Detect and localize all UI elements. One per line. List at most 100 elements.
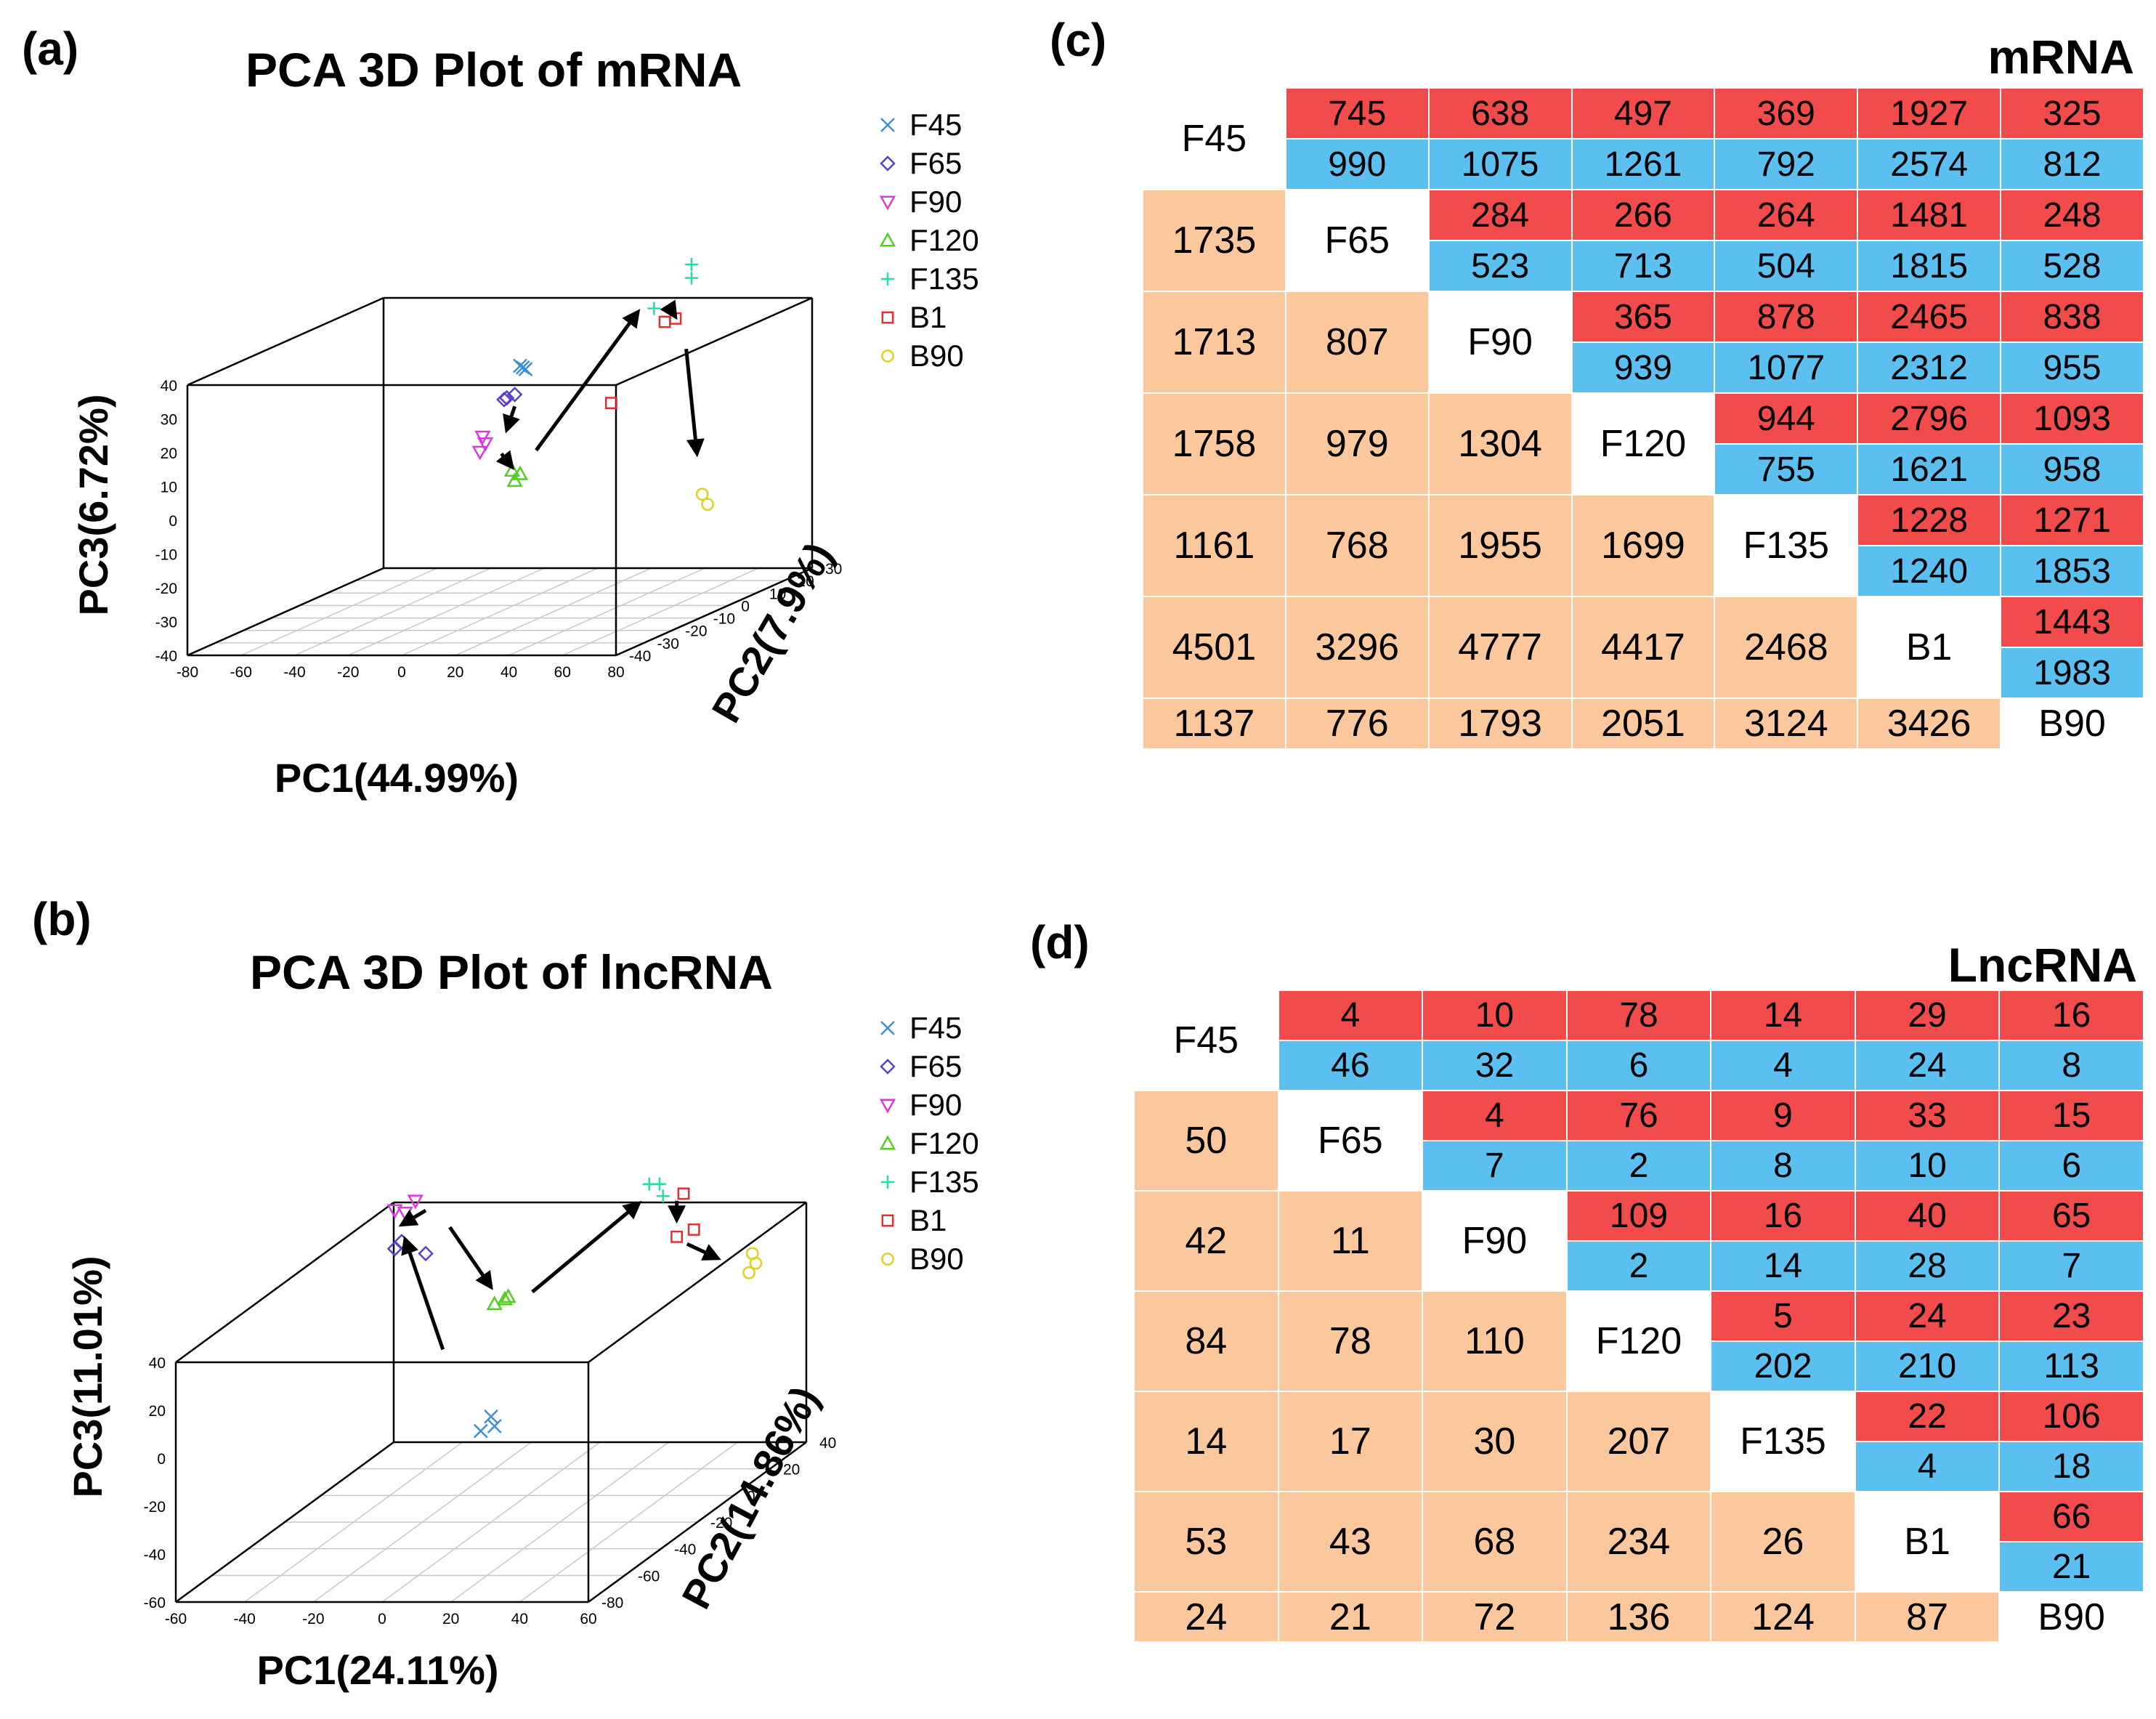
down-count-cell: 4 bbox=[1710, 1040, 1856, 1091]
lower-count-cell: 42 bbox=[1133, 1190, 1279, 1292]
up-count-cell: 76 bbox=[1565, 1090, 1712, 1141]
diagonal-label-f120: F120 bbox=[1565, 1290, 1712, 1392]
diagonal-label-f90: F90 bbox=[1427, 291, 1573, 394]
legend-entry-b90: B90 bbox=[881, 1242, 964, 1276]
lower-count-cell: 68 bbox=[1422, 1491, 1568, 1593]
down-count-cell: 202 bbox=[1710, 1340, 1856, 1392]
point-f135 bbox=[652, 1177, 666, 1191]
legend-label: F135 bbox=[909, 1165, 979, 1199]
y-tick-label: 20 bbox=[797, 573, 814, 590]
point-f45 bbox=[518, 362, 533, 377]
trajectory-arrow bbox=[535, 309, 641, 452]
table-title-lncrna: LncRNA bbox=[1948, 938, 2137, 992]
diagonal-label-b90: B90 bbox=[2000, 697, 2144, 750]
up-count-cell: 369 bbox=[1714, 87, 1859, 139]
up-count-cell: 22 bbox=[1854, 1391, 2001, 1442]
point-b1 bbox=[677, 1187, 690, 1200]
y-tick-label: -80 bbox=[601, 1595, 623, 1611]
point-f120 bbox=[500, 1288, 516, 1303]
table-title-mrna: mRNA bbox=[1987, 30, 2134, 84]
point-b1 bbox=[658, 315, 671, 328]
trajectory-arrow bbox=[684, 349, 705, 458]
legend-entry-f45: F45 bbox=[880, 108, 962, 142]
legend-entry-f120: F120 bbox=[879, 1126, 979, 1160]
legend-label: B90 bbox=[909, 339, 964, 373]
up-count-cell: 1927 bbox=[1857, 87, 2002, 139]
up-count-cell: 365 bbox=[1571, 291, 1716, 343]
box-edge bbox=[615, 296, 813, 387]
z-tick-label: -30 bbox=[155, 615, 177, 631]
up-count-cell: 29 bbox=[1854, 990, 2001, 1041]
down-count-cell: 18 bbox=[1998, 1441, 2144, 1492]
up-count-cell: 40 bbox=[1854, 1190, 2001, 1242]
lower-count-cell: 1955 bbox=[1427, 494, 1573, 597]
y-tick-label: -60 bbox=[638, 1568, 660, 1585]
up-count-cell: 4 bbox=[1422, 1090, 1568, 1141]
lower-count-cell: 11 bbox=[1277, 1190, 1424, 1292]
lower-count-cell: 14 bbox=[1133, 1391, 1279, 1492]
down-count-cell: 46 bbox=[1277, 1040, 1424, 1091]
diagonal-label-b1: B1 bbox=[1854, 1491, 2001, 1593]
point-f65 bbox=[498, 389, 515, 406]
up-count-cell: 78 bbox=[1565, 990, 1712, 1041]
legend-label: F45 bbox=[909, 1011, 962, 1045]
lower-count-cell: 26 bbox=[1710, 1491, 1856, 1593]
lower-count-cell: 136 bbox=[1565, 1591, 1712, 1643]
down-count-cell: 6 bbox=[1565, 1040, 1712, 1091]
y-tick-label: -30 bbox=[657, 636, 679, 652]
lower-count-cell: 110 bbox=[1422, 1290, 1568, 1392]
point-f90 bbox=[407, 1194, 423, 1210]
trajectory-arrow bbox=[660, 299, 678, 320]
lower-count-cell: 1735 bbox=[1142, 189, 1286, 292]
lower-count-cell: 3296 bbox=[1284, 596, 1430, 699]
lower-count-cell: 84 bbox=[1133, 1290, 1279, 1392]
x-axis-title: PC1(24.11%) bbox=[256, 1647, 498, 1693]
legend-label: B1 bbox=[909, 300, 947, 334]
legend-entry-b1: B1 bbox=[881, 1203, 947, 1237]
trajectory-arrow bbox=[531, 1200, 642, 1294]
z-tick-label: -40 bbox=[155, 648, 177, 665]
down-count-cell: 990 bbox=[1284, 138, 1430, 190]
legend-entry-b1: B1 bbox=[881, 300, 947, 334]
down-count-cell: 812 bbox=[2000, 138, 2144, 190]
box-edge bbox=[588, 1201, 807, 1364]
lower-count-cell: 4777 bbox=[1427, 596, 1573, 699]
down-count-cell: 1075 bbox=[1427, 138, 1573, 190]
y-axis-title: PC2(7.9%) bbox=[702, 535, 841, 730]
down-count-cell: 21 bbox=[1998, 1541, 2144, 1593]
y-tick-label: -40 bbox=[629, 648, 651, 665]
up-count-cell: 2465 bbox=[1857, 291, 2002, 343]
box-edge bbox=[187, 296, 384, 387]
up-count-cell: 33 bbox=[1854, 1090, 2001, 1141]
floor-gridline-x bbox=[562, 567, 759, 656]
up-count-cell: 24 bbox=[1854, 1290, 2001, 1342]
trajectory-arrow bbox=[448, 1226, 493, 1290]
y-tick-label: 0 bbox=[741, 598, 750, 615]
box-edge bbox=[615, 567, 813, 657]
lower-count-cell: 234 bbox=[1565, 1491, 1712, 1593]
lower-count-cell: 768 bbox=[1284, 494, 1430, 597]
up-count-cell: 109 bbox=[1565, 1190, 1712, 1242]
z-axis-title: PC3(6.72%) bbox=[70, 394, 116, 615]
legend-label: F120 bbox=[909, 1126, 979, 1160]
lower-count-cell: 17 bbox=[1277, 1391, 1424, 1492]
panel-label-b: (b) bbox=[32, 893, 92, 945]
lower-count-cell: 87 bbox=[1854, 1591, 2001, 1643]
point-f120 bbox=[486, 1295, 503, 1311]
up-count-cell: 497 bbox=[1571, 87, 1716, 139]
up-count-cell: 878 bbox=[1714, 291, 1859, 343]
x-tick-label: -40 bbox=[283, 664, 305, 681]
diagonal-label-f135: F135 bbox=[1714, 494, 1859, 597]
down-count-cell: 1261 bbox=[1571, 138, 1716, 190]
diagonal-label-f90: F90 bbox=[1422, 1190, 1568, 1292]
y-tick-label: -10 bbox=[713, 611, 735, 628]
point-f120 bbox=[511, 465, 529, 480]
diagonal-label-b90: B90 bbox=[1998, 1591, 2144, 1643]
point-f45 bbox=[487, 1419, 502, 1433]
y-tick-label: -20 bbox=[710, 1515, 732, 1532]
up-count-cell: 1271 bbox=[2000, 494, 2144, 546]
up-count-cell: 1093 bbox=[2000, 392, 2144, 445]
up-count-cell: 2796 bbox=[1857, 392, 2002, 445]
down-count-cell: 528 bbox=[2000, 240, 2144, 292]
down-count-cell: 2 bbox=[1565, 1140, 1712, 1192]
